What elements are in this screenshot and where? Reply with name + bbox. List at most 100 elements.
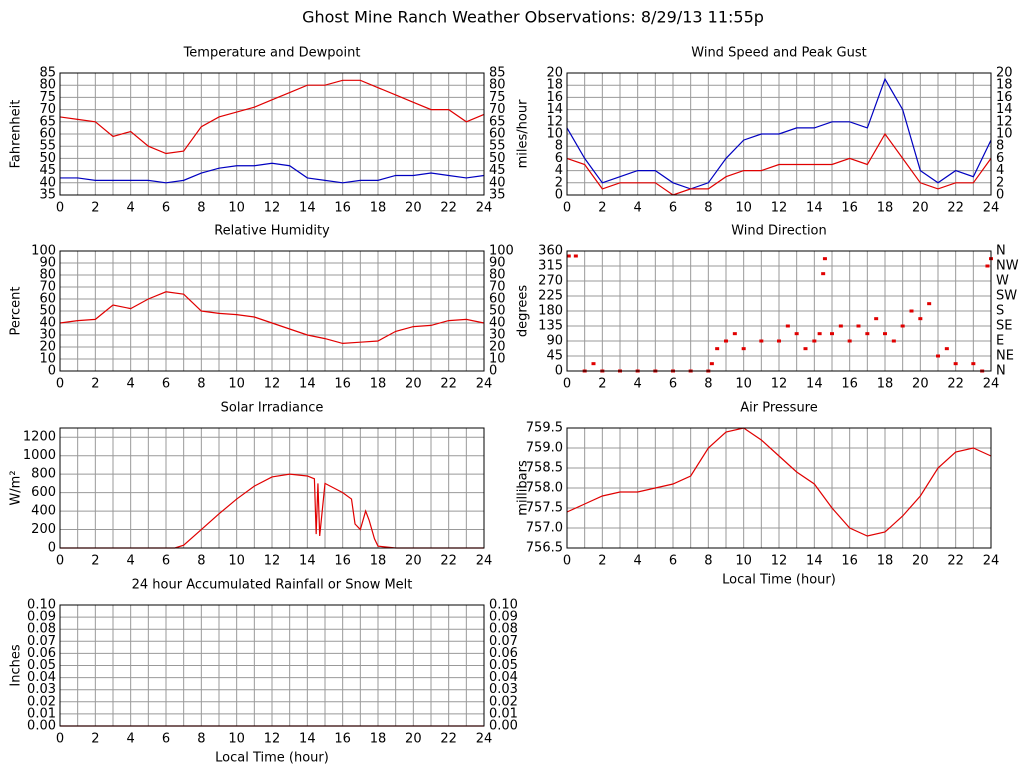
y2-tick-label: 0.05 [489,658,518,673]
x-tick-label: 2 [598,554,606,569]
x-tick-label: 0 [56,732,64,747]
y-tick-label: 200 [31,522,56,537]
y-tick-label: 10 [39,352,56,367]
x-tick-label: 10 [735,554,752,569]
x-tick-label: 0 [56,201,64,216]
y-tick-label: 135 [538,319,563,334]
y-tick-label: 70 [39,102,56,117]
y-tick-label: 600 [31,485,56,500]
x-tick-label: 14 [299,554,316,569]
chart-title: 24 hour Accumulated Rainfall or Snow Mel… [132,578,413,593]
x-tick-label: 14 [299,377,316,392]
x-tick-label: 8 [197,554,205,569]
data-point [759,339,764,343]
y2-tick-label: 8 [996,139,1004,154]
x-tick-label: 16 [841,377,858,392]
data-line [566,132,992,196]
y-tick-label: 60 [39,127,56,142]
x-tick-label: 20 [912,377,929,392]
x-tick-label: 8 [197,201,205,216]
data-point [803,347,808,351]
x-tick-label: 22 [440,732,457,747]
y2-tick-label: 50 [489,304,506,319]
x-tick-label: 16 [334,201,351,216]
x-tick-label: 18 [877,377,894,392]
x-tick-label: 20 [405,201,422,216]
data-point [566,254,571,258]
x-tick-label: 6 [162,732,170,747]
x-tick-label: 10 [735,377,752,392]
data-point [785,324,790,328]
y-tick-label: 16 [546,90,563,105]
x-tick-label: 8 [704,554,712,569]
y2-tick-label: 16 [996,90,1013,105]
x-tick-label: 6 [669,377,677,392]
y-tick-label: 50 [39,304,56,319]
chart-title: Wind Speed and Peak Gust [691,46,866,61]
y-tick-label: 0.05 [27,658,56,673]
y-tick-label: 65 [39,114,56,129]
x-tick-label: 18 [370,554,387,569]
y2-tick-label: 60 [489,292,506,307]
y-tick-label: 45 [546,349,563,364]
y-tick-label: 60 [39,292,56,307]
x-tick-label: 16 [841,554,858,569]
x-tick-label: 14 [806,377,823,392]
x-tick-label: 6 [162,201,170,216]
y2-tick-label: 0.03 [489,682,518,697]
x-tick-label: 0 [563,201,571,216]
x-tick-label: 0 [56,554,64,569]
data-point [847,339,852,343]
y2-tick-label: 18 [996,78,1013,93]
y-axis-label: miles/hour [516,99,531,168]
data-point [794,332,799,336]
x-tick-label: 16 [334,732,351,747]
y-tick-label: 0 [48,541,56,556]
y2-tick-label: 70 [489,280,506,295]
x-tick-label: 16 [841,201,858,216]
y2-tick-label: 0.07 [489,634,518,649]
x-tick-label: 6 [162,377,170,392]
data-point [821,272,826,276]
x-tick-label: 16 [334,377,351,392]
chart-title: Temperature and Dewpoint [183,46,361,61]
x-tick-label: 24 [983,554,1000,569]
x-tick-label: 2 [91,554,99,569]
data-point [971,362,976,366]
y-axis-label: degrees [516,285,531,338]
y2-tick-label: 20 [489,340,506,355]
y2-tick-label: 60 [489,127,506,142]
data-point [874,317,879,321]
y2-tick-label: 45 [489,163,506,178]
y-axis-label: millibars [516,460,531,516]
y-tick-label: 4 [555,163,563,178]
y-tick-label: 315 [538,259,563,274]
data-point [709,362,714,366]
y2-tick-label: S [996,304,1004,319]
y2-tick-label: SE [996,319,1012,334]
y2-tick-label: 0.10 [489,598,518,613]
data-line [566,427,992,537]
x-tick-label: 4 [634,377,642,392]
chart-panel: Air Pressure millibars Local Time (hour) 0 2… [516,401,1000,588]
x-tick-label: 16 [334,554,351,569]
data-point [891,339,896,343]
y2-tick-label: 100 [489,244,514,259]
plot-frame [59,604,485,727]
x-tick-label: 8 [704,201,712,216]
y2-tick-label: 55 [489,139,506,154]
y-axis-label: Fahrenheit [9,100,24,169]
y2-tick-label: 90 [489,256,506,271]
data-point [927,302,932,306]
y-tick-label: 0.00 [27,719,56,734]
y-tick-label: 0.04 [27,670,56,685]
y-tick-label: 0.01 [27,706,56,721]
y-tick-label: 0 [555,364,563,379]
y2-tick-label: 80 [489,78,506,93]
y2-tick-label: W [996,274,1009,289]
x-tick-label: 12 [264,554,281,569]
y-tick-label: 0.09 [27,610,56,625]
